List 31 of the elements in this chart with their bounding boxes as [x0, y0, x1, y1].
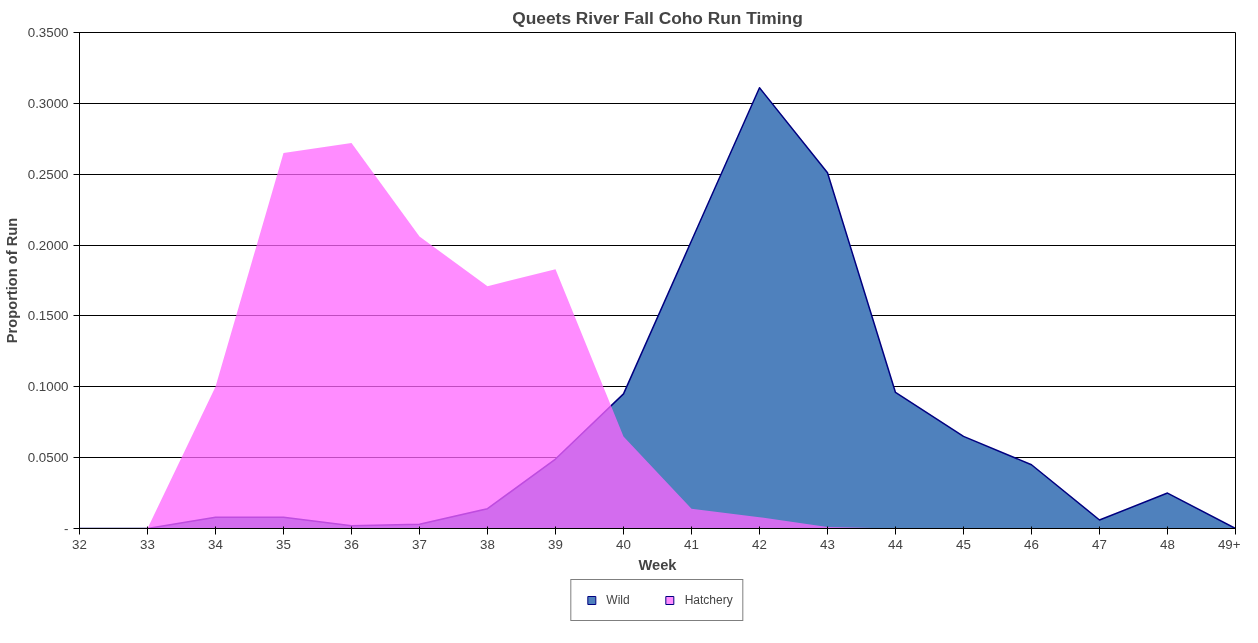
x-tick-label: 44 [888, 536, 904, 552]
x-tick-label: 42 [752, 536, 767, 552]
x-tick-label: 47 [1092, 536, 1107, 552]
x-tick-label: 36 [344, 536, 359, 552]
x-axis-title: Week [638, 556, 678, 573]
x-tick-label: 43 [820, 536, 835, 552]
chart-title: Queets River Fall Coho Run Timing [512, 7, 803, 28]
y-tick-label: - [64, 521, 69, 536]
x-tick-label: 40 [616, 536, 631, 552]
y-tick-label: 0.3500 [27, 25, 69, 40]
x-tick-label: 32 [72, 536, 87, 552]
y-axis-title: Proportion of Run [3, 217, 20, 344]
x-tick-label: 37 [412, 536, 427, 552]
x-tick-label: 38 [480, 536, 495, 552]
legend-label: Hatchery [684, 593, 733, 607]
x-tick-label: 39 [548, 536, 563, 552]
y-tick-label: 0.3000 [27, 95, 69, 111]
x-tick-label: 46 [1024, 536, 1039, 552]
y-tick-label: 0.1000 [27, 379, 69, 395]
x-tick-label: 48 [1160, 536, 1175, 552]
y-tick-label: 0.0500 [27, 450, 69, 466]
x-tick-label: 34 [208, 536, 224, 552]
y-tick-label: 0.2500 [27, 166, 69, 182]
y-tick-label: 0.2000 [27, 237, 69, 253]
x-tick-label: 33 [140, 536, 155, 552]
y-tick-label: 0.1500 [27, 308, 69, 324]
legend-label: Wild [606, 593, 630, 607]
x-tick-label: 35 [276, 536, 291, 552]
x-tick-label: 49+ [1217, 536, 1241, 552]
x-tick-label: 41 [684, 536, 699, 552]
x-tick-label: 45 [956, 536, 971, 552]
